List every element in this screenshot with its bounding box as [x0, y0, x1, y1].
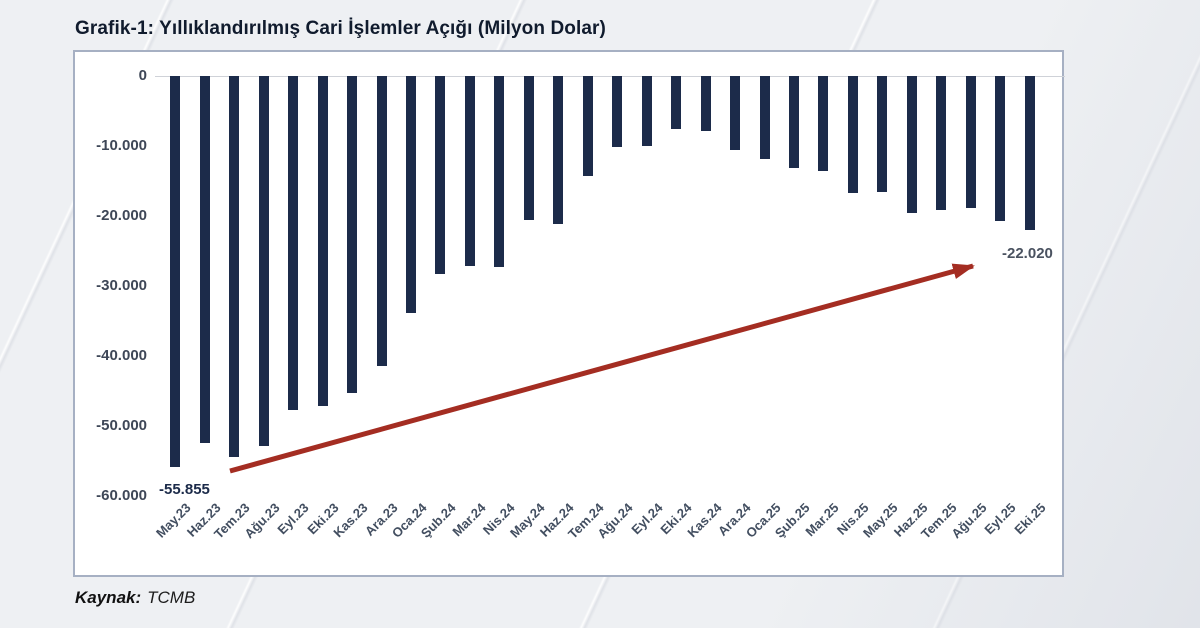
- bar: [877, 76, 888, 192]
- bar: [965, 76, 976, 208]
- x-axis-label: May.23: [153, 500, 194, 541]
- bar: [671, 76, 682, 129]
- bar: [553, 76, 564, 224]
- bar: [317, 76, 328, 406]
- y-axis-tick-label: -20.000: [96, 207, 147, 224]
- bar: [759, 76, 770, 159]
- bar: [847, 76, 858, 193]
- y-axis-tick-label: -60.000: [96, 487, 147, 504]
- bar: [730, 76, 741, 150]
- bar: [700, 76, 711, 131]
- annotation-start-value: -55.855: [159, 481, 210, 498]
- bar: [494, 76, 505, 267]
- y-axis-tick-label: -30.000: [96, 277, 147, 294]
- bar: [818, 76, 829, 171]
- bar: [435, 76, 446, 274]
- chart-title: Grafik-1: Yıllıklandırılmış Cari İşlemle…: [75, 18, 606, 39]
- x-axis-label: Eki.25: [1011, 500, 1049, 538]
- annotation-end-value: -22.020: [1002, 245, 1053, 262]
- source-note: Kaynak: TCMB: [75, 588, 195, 608]
- bar: [199, 76, 210, 443]
- bar: [170, 76, 181, 467]
- bar: [582, 76, 593, 176]
- x-axis-label: Eyl.23: [274, 500, 312, 538]
- bar: [347, 76, 358, 393]
- bar: [464, 76, 475, 266]
- y-axis-tick-label: 0: [138, 67, 147, 84]
- bar: [612, 76, 623, 147]
- bar: [906, 76, 917, 213]
- plot-area: -55.855 -22.020 0 -10.000 -20.000 -30.000 -4…: [75, 52, 1065, 575]
- y-axis-tick-label: -10.000: [96, 137, 147, 154]
- bar: [229, 76, 240, 457]
- bar: [405, 76, 416, 313]
- chart-panel: -55.855 -22.020 0 -10.000 -20.000 -30.000 -4…: [73, 50, 1065, 577]
- bar: [258, 76, 269, 446]
- bar: [936, 76, 947, 210]
- zero-gridline: [155, 76, 1065, 77]
- bar: [641, 76, 652, 146]
- source-label: Kaynak:: [75, 588, 142, 607]
- bar: [288, 76, 299, 410]
- bar: [995, 76, 1006, 221]
- x-axis-label: Eyl.25: [981, 500, 1019, 538]
- y-axis-tick-label: -50.000: [96, 417, 147, 434]
- source-value: TCMB: [147, 588, 196, 607]
- bar: [523, 76, 534, 220]
- bar: [1024, 76, 1035, 230]
- bar: [788, 76, 799, 168]
- y-axis-tick-label: -40.000: [96, 347, 147, 364]
- x-axis-label: Eyl.24: [628, 500, 666, 538]
- bar: [376, 76, 387, 366]
